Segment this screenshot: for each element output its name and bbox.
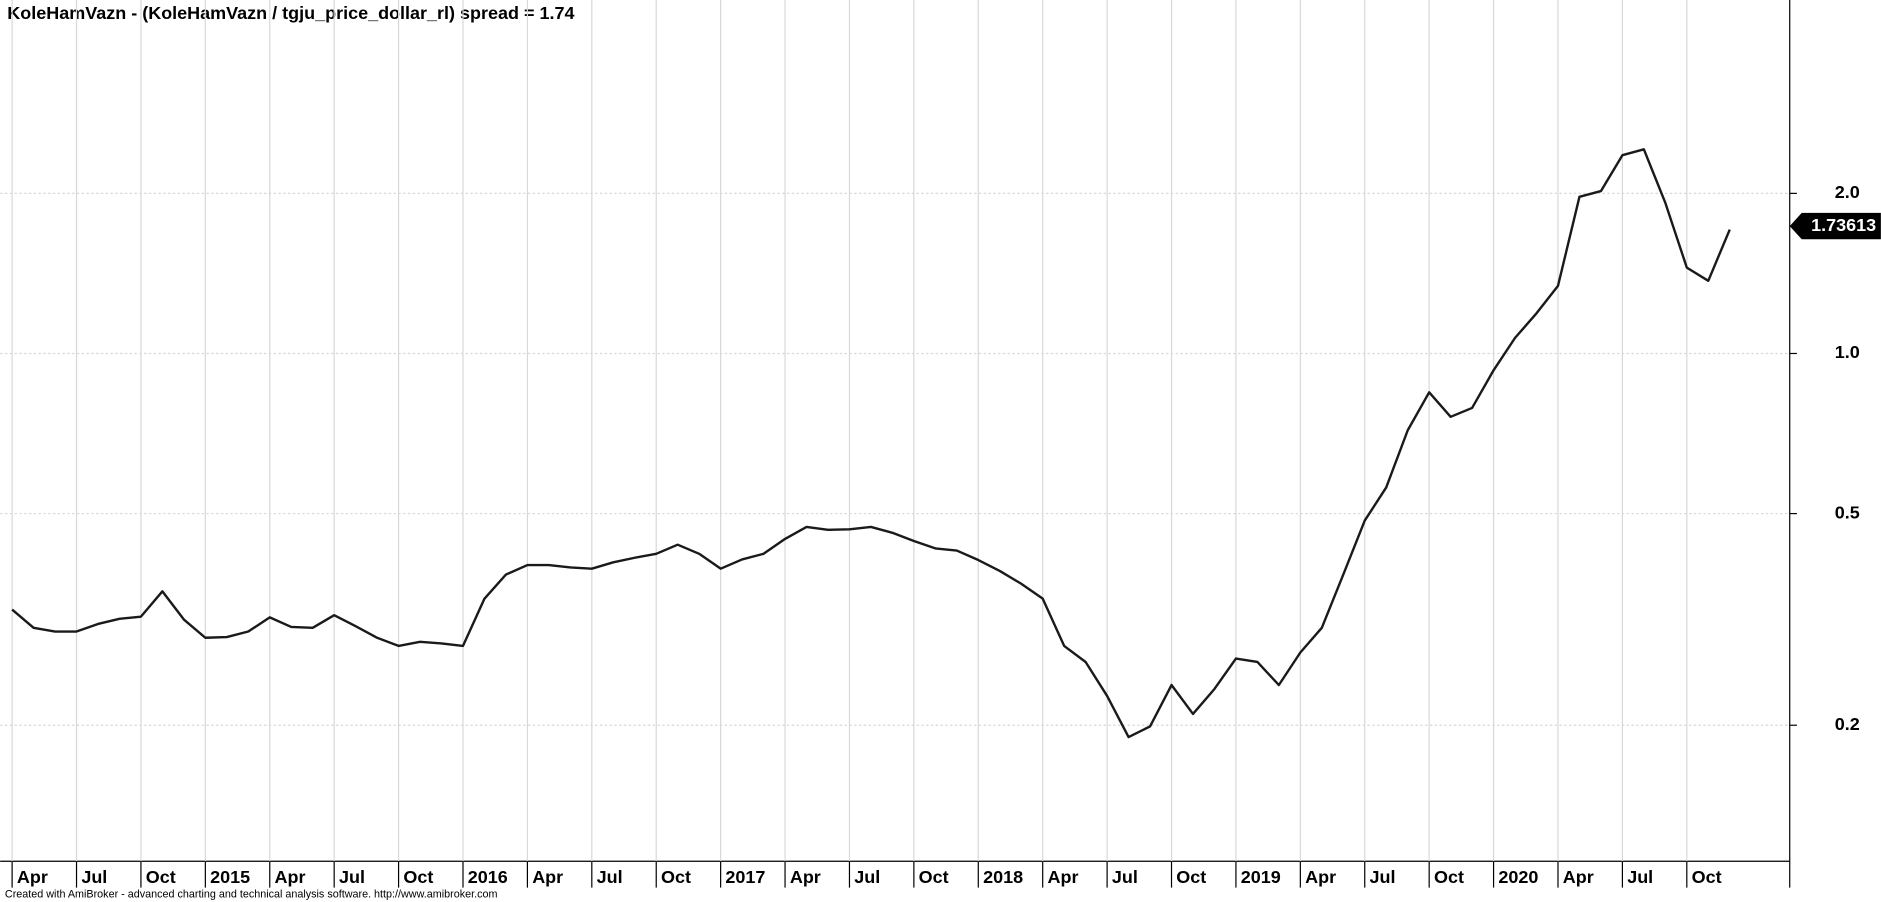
x-tick-label: Oct — [1434, 867, 1464, 887]
x-tick-label: Jul — [339, 867, 365, 887]
x-tick-label: Oct — [661, 867, 691, 887]
x-tick-label: Jul — [1370, 867, 1396, 887]
x-tick-label: 2020 — [1498, 867, 1538, 887]
x-tick-label: 2017 — [725, 867, 765, 887]
x-tick-label: Jul — [854, 867, 880, 887]
x-tick-label: Oct — [1692, 867, 1722, 887]
x-tick-label: Apr — [1563, 867, 1594, 887]
x-tick-label: Apr — [790, 867, 821, 887]
price-line — [11, 148, 1731, 739]
x-tick-label: 2018 — [983, 867, 1023, 887]
x-tick-label: Apr — [1047, 867, 1078, 887]
y-tick-label: 2.0 — [1835, 182, 1860, 202]
last-value-label: 1.73613 — [1811, 215, 1876, 235]
x-tick-label: Oct — [919, 867, 949, 887]
x-tick-label: Oct — [1176, 867, 1206, 887]
x-tick-label: Oct — [146, 867, 176, 887]
x-tick-label: 2015 — [210, 867, 250, 887]
x-tick-label: Jul — [81, 867, 107, 887]
x-tick-label: Oct — [403, 867, 433, 887]
x-tick-label: Jul — [597, 867, 623, 887]
y-tick-label: 0.2 — [1835, 714, 1860, 734]
last-value-box — [1789, 212, 1881, 240]
x-tick-label: 2016 — [468, 867, 508, 887]
y-tick-label: 0.5 — [1835, 502, 1860, 522]
x-tick-label: 2019 — [1241, 867, 1281, 887]
x-tick-label: Apr — [17, 867, 48, 887]
x-tick-label: Apr — [275, 867, 306, 887]
x-tick-label: Jul — [1627, 867, 1653, 887]
y-tick-label: 1.0 — [1835, 342, 1860, 362]
chart-title: KoleHamVazn - (KoleHamVazn / tgju_price_… — [7, 3, 574, 23]
x-tick-label: Apr — [532, 867, 563, 887]
x-tick-label: Apr — [1305, 867, 1336, 887]
footer: Created with AmiBroker - advanced charti… — [5, 889, 498, 901]
x-tick-label: Jul — [1112, 867, 1138, 887]
